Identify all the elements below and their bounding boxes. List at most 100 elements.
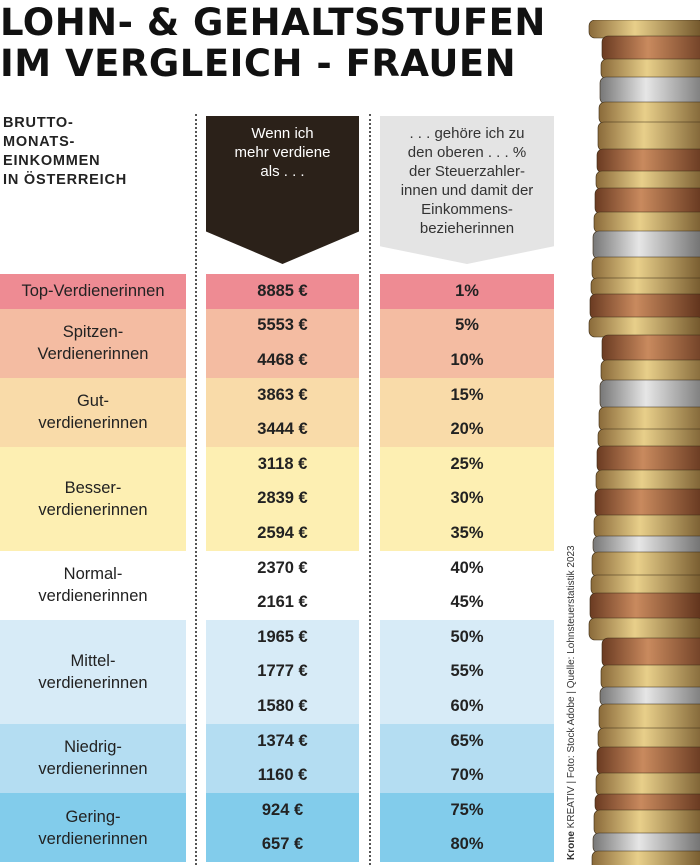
coin — [594, 793, 700, 813]
income-cell: 1580 € — [257, 696, 308, 715]
income-cell: 3444 € — [257, 420, 308, 439]
coin — [597, 121, 700, 152]
group-label-text: Niedrig-verdienerinnen — [38, 736, 147, 780]
percent-group-band — [380, 447, 554, 551]
group-label-line: verdienerinnen — [38, 673, 148, 692]
percent-cell: 65% — [450, 731, 484, 750]
coin — [601, 334, 700, 363]
credit-line: Krone KREATIV | Foto: Stock Adobe | Quel… — [566, 545, 577, 860]
coin — [596, 148, 700, 174]
percent-cell: 30% — [450, 489, 484, 508]
group-label-text: Besser-verdienerinnen — [38, 477, 147, 521]
coin — [588, 617, 700, 641]
coin — [589, 293, 700, 320]
header-line: der Steuerzahler- — [409, 163, 525, 180]
percent-column-header: . . . gehöre ich zu den oberen . . . % d… — [380, 116, 554, 264]
group-label-text: Spitzen- Verdienerinnen — [37, 321, 148, 365]
income-cell: 1777 € — [257, 662, 308, 681]
coin — [593, 514, 700, 539]
income-cell: 1374 € — [257, 731, 308, 750]
coin — [598, 406, 700, 432]
percent-group-band — [380, 377, 554, 447]
income-cell: 2161 € — [257, 593, 308, 612]
group-label-line: verdienerinnen — [38, 587, 148, 606]
percent-cell: 70% — [450, 766, 484, 785]
coin — [597, 428, 700, 449]
income-cell: 4468 € — [257, 350, 308, 369]
title-line-2: IM VERGLEICH - FRAUEN — [0, 42, 517, 85]
group-label-line: Niedrig- — [64, 738, 122, 757]
percent-cell: 1% — [455, 281, 479, 300]
income-cell: 5553 € — [257, 316, 308, 335]
income-group-band — [206, 550, 359, 620]
income-group-band — [206, 793, 359, 863]
coin — [593, 211, 700, 234]
income-cell: 1160 € — [257, 766, 308, 785]
percent-cell: 5% — [455, 316, 479, 335]
group-label: Mittel-verdienerinnen — [0, 620, 186, 724]
group-label: Niedrig-verdienerinnen — [0, 723, 186, 793]
coin — [600, 58, 700, 80]
income-cell: 3863 € — [257, 385, 308, 404]
header-line: Einkommens- — [421, 201, 513, 218]
coin — [589, 592, 700, 621]
coin — [599, 686, 700, 707]
group-label-line: Verdienerinnen — [37, 345, 149, 364]
percent-cell: 15% — [450, 385, 484, 404]
income-cell: 2370 € — [257, 558, 308, 577]
group-label-text: Gering-verdienerinnen — [38, 806, 147, 850]
income-cell: 8885 € — [257, 281, 308, 300]
income-group-band — [206, 274, 359, 309]
group-label: Normal-verdienerinnen — [0, 550, 186, 620]
coin — [593, 809, 700, 836]
coin — [588, 316, 700, 338]
income-cell: 657 € — [261, 835, 304, 854]
group-label-line: Mittel- — [70, 651, 116, 670]
group-label-text: Normal-verdienerinnen — [38, 563, 147, 607]
income-cell: 2594 € — [257, 523, 308, 542]
coin — [590, 277, 700, 297]
header-line: als . . . — [260, 163, 305, 180]
coin — [596, 445, 700, 473]
coin — [597, 727, 700, 750]
percent-group-band — [380, 793, 554, 863]
percent-group-band — [380, 274, 554, 309]
coin — [591, 256, 700, 281]
income-cell: 1965 € — [257, 627, 308, 646]
income-group-band — [206, 377, 359, 447]
income-column-header: Wenn ich mehr verdiene als . . . — [206, 116, 359, 264]
group-label-line: Gering- — [65, 807, 121, 826]
coin — [601, 637, 700, 668]
percent-cell: 35% — [450, 523, 484, 542]
group-label-line: verdienerinnen — [38, 829, 148, 848]
coin — [598, 703, 700, 731]
group-label-text: Top-Verdienerinnen — [21, 280, 164, 302]
header-line: bezieherinnen — [419, 220, 515, 237]
coin — [590, 574, 700, 596]
coin — [592, 230, 700, 260]
group-label-text: Mittel-verdienerinnen — [38, 650, 147, 694]
percent-cell: 60% — [450, 696, 484, 715]
subheading-line: MONATS- — [3, 134, 76, 150]
group-label: Gut-verdienerinnen — [0, 377, 186, 447]
coin — [591, 850, 700, 865]
group-label: Spitzen- Verdienerinnen — [0, 308, 186, 378]
coin — [595, 772, 700, 797]
coin — [599, 76, 700, 105]
coin-stack-photo — [588, 20, 700, 865]
income-group-band — [206, 447, 359, 551]
income-cell: 2839 € — [257, 489, 308, 508]
coin — [600, 664, 700, 690]
header-line: innen und damit der — [400, 182, 534, 199]
header-line: . . . gehöre ich zu — [409, 125, 525, 142]
coin — [594, 488, 700, 518]
group-label-line: verdienerinnen — [38, 414, 148, 433]
group-label-line: verdienerinnen — [38, 760, 148, 779]
group-label: Besser-verdienerinnen — [0, 447, 186, 551]
coin — [601, 35, 700, 62]
subheading-line: EINKOMMEN — [3, 153, 101, 169]
percent-cell: 10% — [450, 350, 484, 369]
coin — [596, 746, 700, 776]
credit-text: KREATIV | Foto: Stock Adobe | Quelle: Lo… — [566, 545, 577, 832]
